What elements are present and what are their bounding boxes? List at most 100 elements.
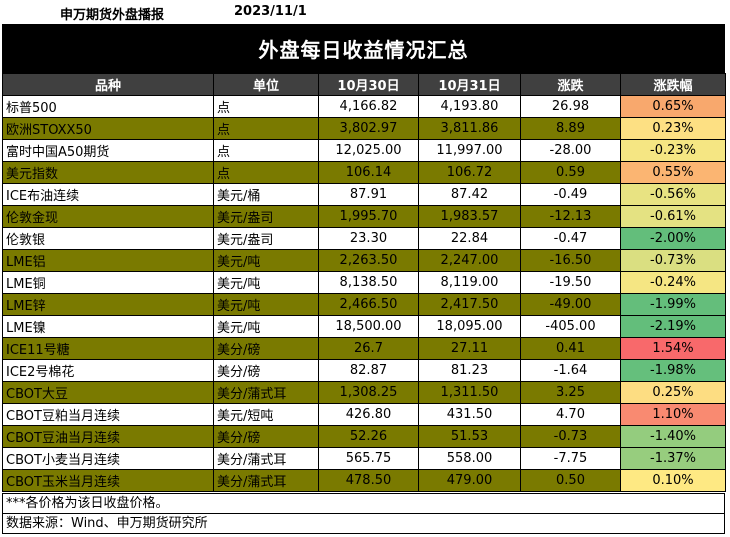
cell-oct30: 1,308.25 xyxy=(318,381,419,404)
cell-oct30: 87.91 xyxy=(318,183,419,206)
cell-oct30: 8,138.50 xyxy=(318,271,419,294)
cell-name: LME锌 xyxy=(2,293,214,316)
cell-oct30: 2,466.50 xyxy=(318,293,419,316)
col-header-change: 涨跌 xyxy=(520,73,621,96)
cell-change: 4.70 xyxy=(520,403,621,426)
cell-change: 3.25 xyxy=(520,381,621,404)
cell-unit: 美分/蒲式耳 xyxy=(213,381,319,404)
cell-name: CBOT大豆 xyxy=(2,381,214,404)
cell-pct: -0.61% xyxy=(620,205,726,228)
cell-oct31: 1,983.57 xyxy=(418,205,521,228)
cell-name: LME镍 xyxy=(2,315,214,338)
cell-name: ICE2号棉花 xyxy=(2,359,214,382)
cell-pct: -1.37% xyxy=(620,447,726,470)
col-header-unit: 单位 xyxy=(213,73,319,96)
cell-pct: -2.19% xyxy=(620,315,726,338)
cell-unit: 美元/吨 xyxy=(213,293,319,316)
cell-oct30: 1,995.70 xyxy=(318,205,419,228)
cell-oct31: 51.53 xyxy=(418,425,521,448)
cell-change: 8.89 xyxy=(520,117,621,140)
cell-name: CBOT豆油当月连续 xyxy=(2,425,214,448)
cell-change: -0.49 xyxy=(520,183,621,206)
table-row: LME铝 美元/吨 2,263.50 2,247.00 -16.50 -0.73% xyxy=(2,249,726,272)
report-date: 2023/11/1 xyxy=(234,4,307,19)
cell-unit: 美元/短吨 xyxy=(213,403,319,426)
cell-unit: 美分/磅 xyxy=(213,425,319,448)
cell-pct: 0.25% xyxy=(620,381,726,404)
cell-pct: 1.10% xyxy=(620,403,726,426)
cell-unit: 点 xyxy=(213,95,319,118)
cell-pct: 0.10% xyxy=(620,469,726,492)
cell-oct31: 479.00 xyxy=(418,469,521,492)
cell-change: 26.98 xyxy=(520,95,621,118)
cell-oct30: 18,500.00 xyxy=(318,315,419,338)
cell-change: -12.13 xyxy=(520,205,621,228)
cell-unit: 点 xyxy=(213,139,319,162)
cell-name: CBOT玉米当月连续 xyxy=(2,469,214,492)
cell-change: -19.50 xyxy=(520,271,621,294)
cell-name: 美元指数 xyxy=(2,161,214,184)
cell-unit: 美元/盎司 xyxy=(213,227,319,250)
table-row: 美元指数点 106.14 106.72 0.59 0.55% xyxy=(2,161,726,184)
cell-change: -7.75 xyxy=(520,447,621,470)
cell-oct31: 558.00 xyxy=(418,447,521,470)
cell-pct: 0.55% xyxy=(620,161,726,184)
table-row: LME镍 美元/吨 18,500.00 18,095.00 -405.00 -2.19% xyxy=(2,315,726,338)
cell-change: -28.00 xyxy=(520,139,621,162)
cell-change: -0.47 xyxy=(520,227,621,250)
cell-oct31: 87.42 xyxy=(418,183,521,206)
table-row: ICE11号糖 美分/磅 26.7 27.11 0.41 1.54% xyxy=(2,337,726,360)
col-header-oct31: 10月31日 xyxy=(418,73,521,96)
cell-oct31: 11,997.00 xyxy=(418,139,521,162)
cell-oct31: 22.84 xyxy=(418,227,521,250)
cell-name: 富时中国A50期货 xyxy=(2,139,214,162)
cell-name: ICE11号糖 xyxy=(2,337,214,360)
cell-change: -49.00 xyxy=(520,293,621,316)
cell-oct31: 2,417.50 xyxy=(418,293,521,316)
cell-change: -16.50 xyxy=(520,249,621,272)
top-bar: 申万期货外盘播报 2023/11/1 xyxy=(2,2,725,24)
cell-oct30: 106.14 xyxy=(318,161,419,184)
cell-change: -1.64 xyxy=(520,359,621,382)
cell-pct: -1.99% xyxy=(620,293,726,316)
cell-name: 伦敦银 xyxy=(2,227,214,250)
cell-oct31: 81.23 xyxy=(418,359,521,382)
cell-unit: 美分/蒲式耳 xyxy=(213,469,319,492)
cell-pct: -1.98% xyxy=(620,359,726,382)
cell-pct: -2.00% xyxy=(620,227,726,250)
cell-unit: 美分/磅 xyxy=(213,359,319,382)
cell-oct30: 565.75 xyxy=(318,447,419,470)
table-row: 伦敦银 美元/盎司 23.30 22.84 -0.47 -2.00% xyxy=(2,227,726,250)
cell-name: 标普500 xyxy=(2,95,214,118)
cell-pct: -1.40% xyxy=(620,425,726,448)
cell-pct: 0.65% xyxy=(620,95,726,118)
col-header-pct: 涨跌幅 xyxy=(620,73,726,96)
price-note: ***各价格为该日收盘价格。 xyxy=(2,493,725,514)
table-row: CBOT豆粕当月连续 美元/短吨 426.80 431.50 4.70 1.10% xyxy=(2,403,726,426)
cell-oct30: 4,166.82 xyxy=(318,95,419,118)
cell-pct: -0.23% xyxy=(620,139,726,162)
cell-oct30: 82.87 xyxy=(318,359,419,382)
cell-unit: 美元/盎司 xyxy=(213,205,319,228)
cell-change: -405.00 xyxy=(520,315,621,338)
cell-oct31: 4,193.80 xyxy=(418,95,521,118)
cell-oct30: 52.26 xyxy=(318,425,419,448)
cell-oct30: 23.30 xyxy=(318,227,419,250)
returns-table: 品种 单位 10月30日 10月31日 涨跌 涨跌幅 标普500 点 4,166.8… xyxy=(2,73,726,492)
cell-name: ICE布油连续 xyxy=(2,183,214,206)
table-row: CBOT玉米当月连续 美分/蒲式耳 478.50 479.00 0.50 0.10% xyxy=(2,469,726,492)
cell-oct31: 431.50 xyxy=(418,403,521,426)
cell-unit: 美分/蒲式耳 xyxy=(213,447,319,470)
cell-oct31: 2,247.00 xyxy=(418,249,521,272)
cell-oct31: 27.11 xyxy=(418,337,521,360)
col-header-name: 品种 xyxy=(2,73,214,96)
table-row: LME锌 美元/吨 2,466.50 2,417.50 -49.00 -1.99% xyxy=(2,293,726,316)
cell-unit: 美元/吨 xyxy=(213,271,319,294)
cell-change: 0.50 xyxy=(520,469,621,492)
cell-name: LME铝 xyxy=(2,249,214,272)
cell-unit: 美分/磅 xyxy=(213,337,319,360)
table-row: LME铜 美元/吨 8,138.50 8,119.00 -19.50 -0.24% xyxy=(2,271,726,294)
table-row: ICE2号棉花 美分/磅 82.87 81.23 -1.64 -1.98% xyxy=(2,359,726,382)
cell-oct31: 106.72 xyxy=(418,161,521,184)
brand-label: 申万期货外盘播报 xyxy=(60,8,165,23)
